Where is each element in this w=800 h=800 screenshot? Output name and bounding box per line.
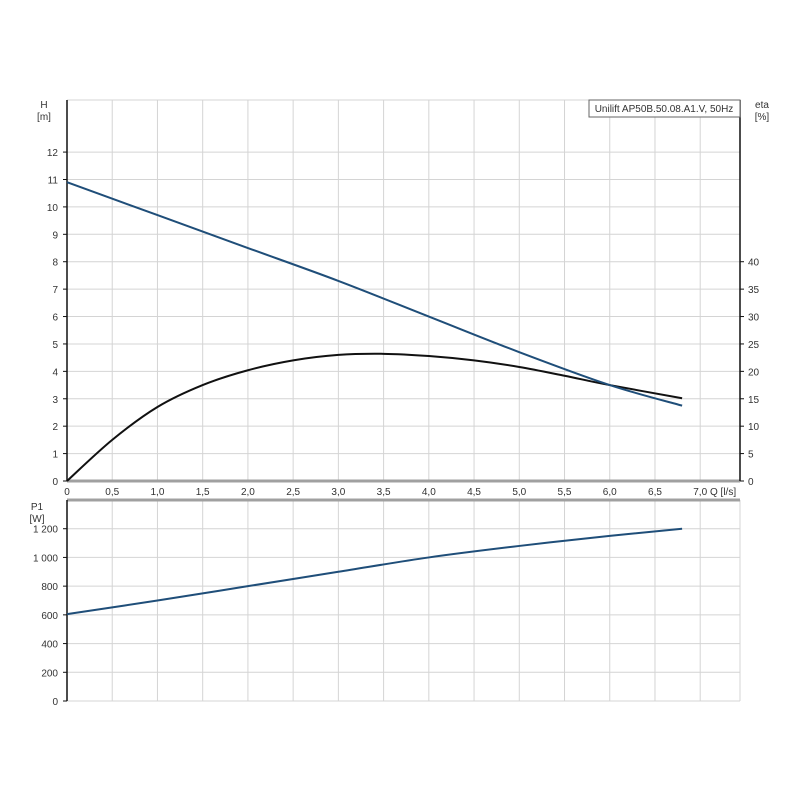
y-tick-label-eta: 35	[748, 285, 760, 296]
x-tick-label: 7,0	[693, 487, 707, 498]
p1-curve	[66, 527, 683, 616]
x-tick-label: 5,0	[512, 487, 526, 498]
x-tick-label: 4,0	[422, 487, 436, 498]
y-tick-label-h: 10	[47, 203, 59, 214]
y-tick-label-p1: 0	[52, 697, 58, 708]
y-tick-label-h: 8	[52, 258, 58, 269]
y-tick-label-h: 7	[52, 285, 58, 296]
y-axis-label-eta: eta	[755, 100, 769, 111]
x-tick-label: 4,5	[467, 487, 481, 498]
y-tick-label-eta: 30	[748, 313, 760, 324]
y-tick-label-h: 2	[52, 422, 58, 433]
y-tick-label-p1: 1 000	[33, 553, 58, 564]
y-tick-label-h: 6	[52, 313, 58, 324]
y-tick-label-p1: 800	[41, 582, 58, 593]
y-tick-label-p1: 600	[41, 611, 58, 622]
chart-title: Unilift AP50B.50.08.A1.V, 50Hz	[595, 104, 734, 115]
y-tick-label-h: 5	[52, 340, 58, 351]
x-axis-label: Q [l/s]	[710, 487, 736, 498]
y-tick-label-eta: 40	[748, 258, 760, 269]
x-tick-label: 6,0	[603, 487, 617, 498]
x-tick-label: 1,5	[196, 487, 210, 498]
y-axis-label-h: H	[40, 100, 47, 111]
y-tick-label-p1: 400	[41, 640, 58, 651]
x-tick-label: 0	[64, 487, 70, 498]
y-tick-label-eta: 5	[748, 450, 754, 461]
y-tick-label-eta: 25	[748, 340, 760, 351]
y-tick-label-h: 12	[47, 148, 59, 159]
x-tick-label: 6,5	[648, 487, 662, 498]
title-box	[588, 99, 741, 118]
eta-curve	[66, 352, 683, 482]
x-tick-label: 5,5	[558, 487, 572, 498]
y-tick-label-eta: 0	[748, 477, 754, 488]
x-tick-label: 3,0	[331, 487, 345, 498]
y-axis-unit-p1: [W]	[30, 514, 45, 525]
y-tick-label-p1: 200	[41, 668, 58, 679]
x-tick-label: 2,0	[241, 487, 255, 498]
y-axis-unit-eta: [%]	[755, 112, 770, 123]
y-tick-label-eta: 15	[748, 395, 760, 406]
y-axis-label-p1: P1	[31, 502, 44, 513]
y-tick-label-eta: 10	[748, 422, 760, 433]
x-tick-label: 3,5	[377, 487, 391, 498]
h-curve	[66, 181, 683, 407]
y-tick-label-h: 3	[52, 395, 58, 406]
y-tick-label-h: 11	[48, 175, 59, 186]
y-tick-label-h: 4	[52, 367, 58, 378]
x-tick-label: 2,5	[286, 487, 300, 498]
y-tick-label-h: 1	[52, 450, 58, 461]
y-tick-label-h: 0	[52, 477, 58, 488]
y-axis-unit-h: [m]	[37, 112, 51, 123]
y-tick-label-p1: 1 200	[33, 525, 58, 536]
x-tick-label: 1,0	[151, 487, 165, 498]
x-tick-label: 0,5	[105, 487, 119, 498]
y-tick-label-eta: 20	[748, 367, 760, 378]
y-tick-label-h: 9	[52, 230, 58, 241]
